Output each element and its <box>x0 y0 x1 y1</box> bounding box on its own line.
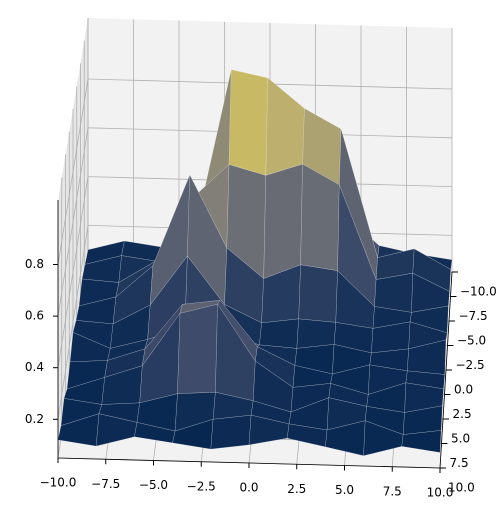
surface-patch <box>263 163 303 279</box>
y-tick-label: 10.0 <box>448 481 475 495</box>
x-tick-label: 7.5 <box>383 484 402 498</box>
surface-patch <box>259 318 299 349</box>
x-tick-label: 10.0 <box>427 486 454 500</box>
x-tick-label: 2.5 <box>287 482 306 496</box>
grid-line <box>57 127 89 317</box>
surface-patch <box>401 430 442 453</box>
grid-line <box>57 176 89 368</box>
surface-patch <box>228 69 269 176</box>
y-tick-label: 5.0 <box>451 432 470 446</box>
x-tick-label: −5.0 <box>139 478 168 492</box>
grid-line <box>57 225 89 420</box>
y-tick-label: 7.5 <box>450 456 469 470</box>
x-tick-label: −10.0 <box>40 476 77 490</box>
x-tick-label: 0.0 <box>239 481 258 495</box>
y-tick-label: −7.5 <box>459 309 488 323</box>
surface-patch <box>374 272 414 313</box>
surface-patch <box>177 303 218 394</box>
z-tick-label: 0.6 <box>25 309 44 323</box>
x-tick-label: −7.5 <box>91 477 120 491</box>
surface-patch <box>296 318 337 349</box>
z-tick-label: 0.8 <box>25 257 44 271</box>
y-tick-label: −5.0 <box>457 334 486 348</box>
x-tick-label: −2.5 <box>187 479 216 493</box>
y-tick-label: −10.0 <box>460 285 497 299</box>
grid-line <box>57 78 89 265</box>
y-tick-label: 0.0 <box>454 383 473 397</box>
surface-patch <box>298 264 338 323</box>
z-tick-label: 0.2 <box>25 412 44 426</box>
y-tick-label: 2.5 <box>453 407 472 421</box>
y-tick-label: −2.5 <box>456 358 485 372</box>
x-tick-label: 5.0 <box>335 483 354 497</box>
z-tick-label: 0.4 <box>25 360 44 374</box>
surface-patch <box>210 414 252 450</box>
